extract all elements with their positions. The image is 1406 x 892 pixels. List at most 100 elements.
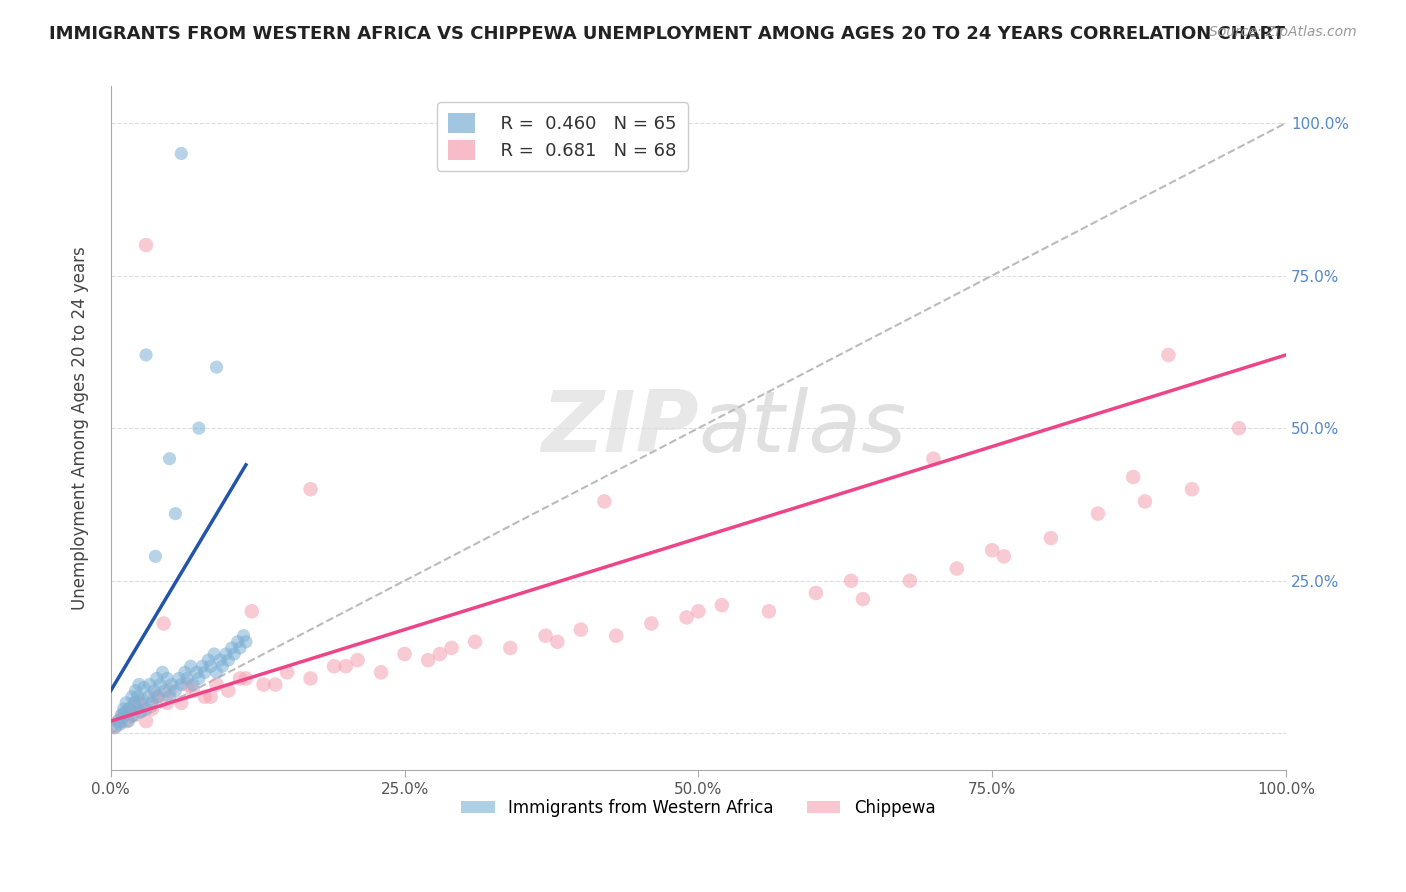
Point bbox=[839, 574, 862, 588]
Point bbox=[181, 677, 204, 691]
Point bbox=[217, 683, 239, 698]
Point bbox=[110, 708, 132, 723]
Point bbox=[187, 421, 209, 435]
Point bbox=[804, 586, 827, 600]
Point bbox=[107, 714, 129, 728]
Point bbox=[132, 702, 155, 716]
Point bbox=[394, 647, 416, 661]
Point bbox=[205, 677, 228, 691]
Point bbox=[534, 629, 557, 643]
Point bbox=[499, 640, 522, 655]
Point bbox=[640, 616, 662, 631]
Point bbox=[118, 702, 141, 716]
Point bbox=[429, 647, 451, 661]
Point bbox=[993, 549, 1015, 564]
Point bbox=[416, 653, 439, 667]
Point bbox=[688, 604, 710, 618]
Point bbox=[852, 592, 875, 607]
Point bbox=[276, 665, 298, 680]
Point bbox=[240, 604, 263, 618]
Point bbox=[152, 665, 174, 680]
Point bbox=[121, 690, 143, 704]
Point bbox=[108, 717, 131, 731]
Point bbox=[235, 672, 257, 686]
Point bbox=[103, 720, 125, 734]
Point bbox=[187, 672, 209, 686]
Point bbox=[898, 574, 921, 588]
Point bbox=[138, 690, 160, 704]
Point bbox=[117, 708, 139, 723]
Point bbox=[232, 629, 254, 643]
Point bbox=[346, 653, 368, 667]
Point bbox=[122, 708, 145, 723]
Point bbox=[981, 543, 1004, 558]
Point bbox=[1181, 482, 1204, 496]
Point bbox=[146, 690, 169, 704]
Text: atlas: atlas bbox=[699, 386, 907, 470]
Point bbox=[146, 690, 169, 704]
Point bbox=[129, 705, 152, 719]
Point bbox=[264, 677, 287, 691]
Point bbox=[117, 714, 139, 728]
Point bbox=[202, 647, 225, 661]
Point bbox=[128, 677, 150, 691]
Point bbox=[104, 720, 127, 734]
Point bbox=[176, 672, 198, 686]
Legend: Immigrants from Western Africa, Chippewa: Immigrants from Western Africa, Chippewa bbox=[454, 792, 942, 823]
Point bbox=[152, 616, 174, 631]
Point bbox=[464, 635, 486, 649]
Point bbox=[186, 665, 208, 680]
Point bbox=[141, 696, 163, 710]
Point bbox=[197, 653, 219, 667]
Point bbox=[946, 561, 969, 575]
Text: IMMIGRANTS FROM WESTERN AFRICA VS CHIPPEWA UNEMPLOYMENT AMONG AGES 20 TO 24 YEAR: IMMIGRANTS FROM WESTERN AFRICA VS CHIPPE… bbox=[49, 25, 1285, 43]
Point bbox=[569, 623, 592, 637]
Point bbox=[122, 708, 145, 723]
Point bbox=[323, 659, 346, 673]
Point bbox=[129, 696, 152, 710]
Point bbox=[299, 672, 322, 686]
Point bbox=[546, 635, 568, 649]
Point bbox=[1122, 470, 1144, 484]
Point bbox=[215, 647, 238, 661]
Point bbox=[194, 665, 217, 680]
Point bbox=[108, 714, 131, 728]
Point bbox=[145, 690, 167, 704]
Point bbox=[145, 549, 167, 564]
Point bbox=[209, 653, 232, 667]
Point bbox=[143, 683, 166, 698]
Point bbox=[1227, 421, 1250, 435]
Point bbox=[111, 708, 134, 723]
Point bbox=[124, 683, 146, 698]
Point bbox=[226, 635, 249, 649]
Point bbox=[127, 690, 149, 704]
Point bbox=[593, 494, 616, 508]
Point bbox=[149, 677, 172, 691]
Point bbox=[132, 681, 155, 695]
Point bbox=[156, 696, 179, 710]
Point bbox=[176, 677, 198, 691]
Point bbox=[115, 696, 138, 710]
Text: ZIP: ZIP bbox=[541, 386, 699, 470]
Point bbox=[156, 672, 179, 686]
Point bbox=[131, 693, 153, 707]
Point bbox=[180, 659, 202, 673]
Point bbox=[335, 659, 357, 673]
Point bbox=[170, 146, 193, 161]
Point bbox=[135, 238, 157, 252]
Point bbox=[181, 683, 204, 698]
Point bbox=[165, 507, 187, 521]
Point bbox=[160, 677, 183, 691]
Point bbox=[111, 711, 134, 725]
Point bbox=[141, 702, 163, 716]
Point bbox=[153, 683, 176, 698]
Point bbox=[440, 640, 463, 655]
Point bbox=[675, 610, 697, 624]
Point bbox=[173, 665, 195, 680]
Point bbox=[170, 696, 193, 710]
Point bbox=[299, 482, 322, 496]
Point bbox=[217, 653, 239, 667]
Point bbox=[118, 702, 141, 716]
Point bbox=[145, 672, 167, 686]
Point bbox=[135, 714, 157, 728]
